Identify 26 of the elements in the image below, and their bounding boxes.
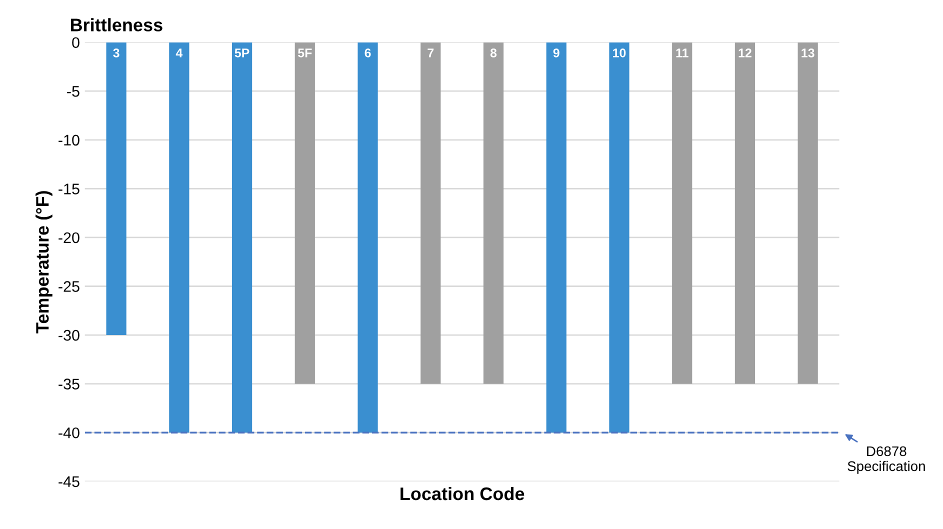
- chart-title: Brittleness: [70, 18, 162, 32]
- x-tick-label: 4: [176, 48, 183, 58]
- x-tick-label: 7: [428, 48, 434, 58]
- y-tick-label: -45: [58, 476, 80, 488]
- y-tick-label: -20: [58, 232, 80, 244]
- y-tick-label: -35: [58, 378, 80, 390]
- x-tick-label: 11: [676, 48, 688, 58]
- y-tick-label: -5: [67, 86, 80, 97]
- x-tick-label: 9: [553, 48, 560, 58]
- legend-label: D6878 Specification: [848, 446, 925, 474]
- y-tick-label: -25: [58, 281, 80, 292]
- x-tick-label: 10: [613, 48, 626, 58]
- y-tick-label: -40: [58, 427, 80, 438]
- y-tick-label: -10: [58, 134, 80, 146]
- x-axis-title: Location Code: [400, 486, 524, 500]
- y-tick-label: -30: [58, 330, 80, 341]
- x-tick-label: 5P: [234, 48, 250, 58]
- x-tick-label: 3: [113, 48, 120, 58]
- x-tick-label: 13: [802, 48, 814, 58]
- y-tick-label: -15: [58, 184, 80, 194]
- x-tick-label: 6: [364, 48, 371, 58]
- y-axis-title: Temperature (°F): [36, 191, 52, 334]
- x-tick-label: 5F: [298, 48, 312, 58]
- y-tick-label: 0: [72, 37, 80, 48]
- x-tick-label: 8: [490, 48, 497, 58]
- x-tick-label: 12: [738, 48, 752, 58]
